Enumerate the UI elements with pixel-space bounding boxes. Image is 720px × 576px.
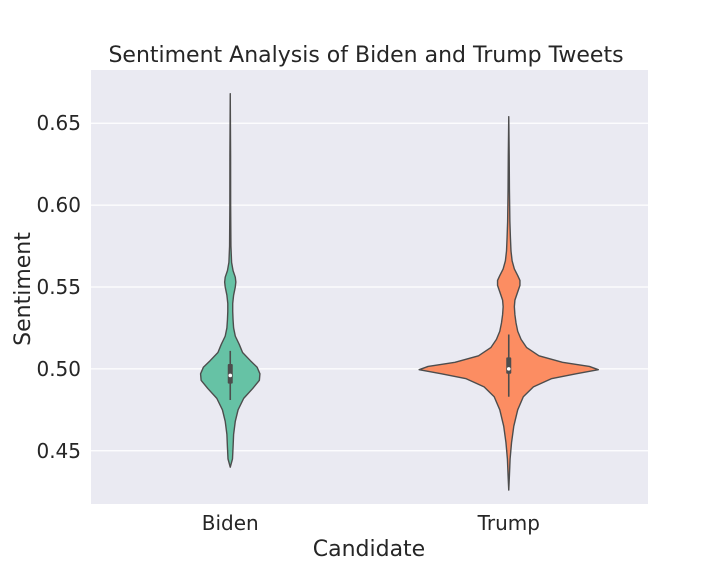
y-tick-label: 0.60	[36, 193, 81, 217]
x-axis-label: Candidate	[313, 537, 425, 562]
x-tick-labels: Biden Trump	[202, 511, 540, 535]
chart-title: Sentiment Analysis of Biden and Trump Tw…	[108, 43, 623, 68]
grid-lines	[91, 122, 648, 452]
y-tick-label: 0.55	[36, 275, 81, 299]
y-tick-label: 0.65	[36, 111, 81, 135]
violin-body-biden	[199, 93, 261, 468]
y-tick-label: 0.45	[36, 439, 81, 463]
median-marker-trump	[506, 367, 511, 371]
x-tick-label: Trump	[477, 511, 540, 535]
y-axis-label: Sentiment	[11, 232, 36, 346]
median-marker-biden	[228, 373, 233, 378]
violins	[199, 93, 600, 491]
violin-body-trump	[418, 115, 600, 491]
iqr-box-trump	[506, 357, 512, 374]
y-tick-label: 0.50	[36, 357, 81, 381]
y-tick-labels: 0.45 0.50 0.55 0.60 0.65	[36, 111, 81, 463]
x-tick-label: Biden	[202, 511, 259, 535]
